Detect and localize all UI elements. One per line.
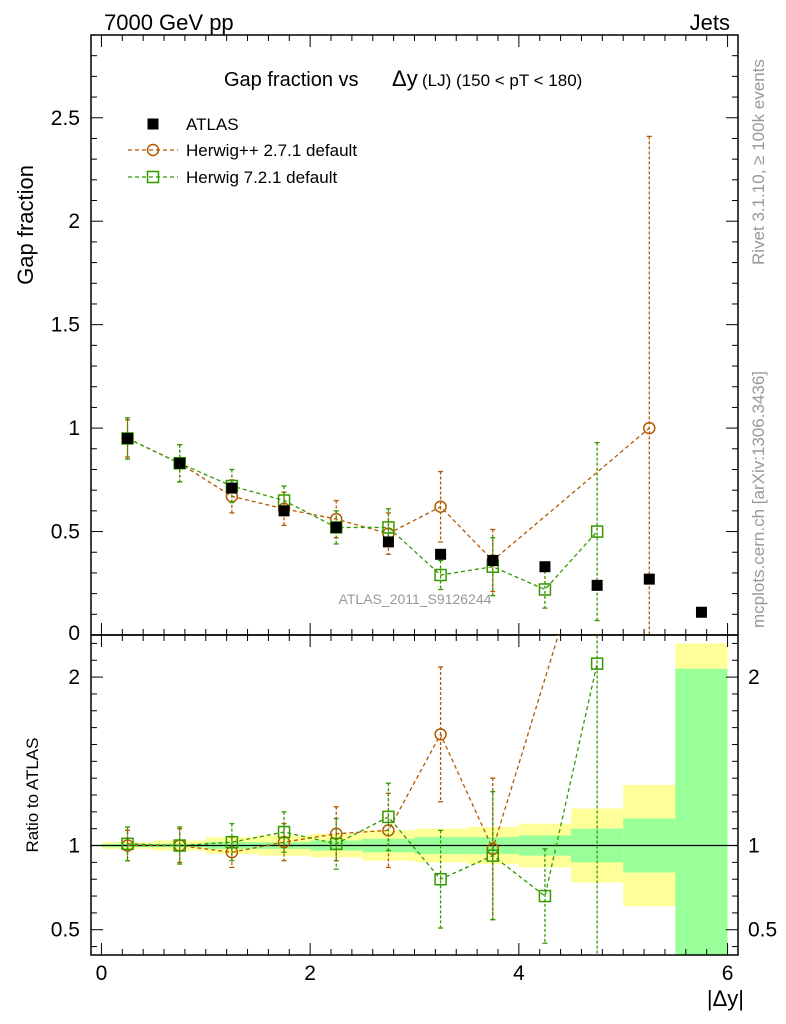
main-panel: 0.5 1 1.5 2 2.5 0 ATLAS Herwig++ 2.7.1 default H… — [51, 34, 739, 645]
ratio-y-tick-label-right: 1 — [748, 835, 760, 858]
ratio-data-point — [173, 839, 186, 852]
ratio-y-tick-label: 2 — [68, 666, 80, 689]
ratio-data-point — [121, 837, 134, 851]
main-data-point — [643, 573, 655, 585]
mcplots-label: mcplots.cern.ch [arXiv:1306.3436] — [749, 371, 768, 628]
main-series-line — [127, 437, 598, 591]
chart-title: Gap fraction vs Δy (LJ) (150 < pT < 180) — [224, 66, 582, 91]
y-tick-label: 1.5 — [51, 314, 80, 337]
main-data-point — [330, 521, 342, 533]
main-data-point — [643, 421, 656, 435]
legend-label: ATLAS — [186, 115, 239, 134]
chart-title-main: Gap fraction vs — [224, 69, 359, 91]
labels: 7000 GeV pp Jets Rivet 3.1.10, ≥ 100k ev… — [13, 10, 768, 1011]
main-data-point — [278, 505, 290, 517]
y-tick-label: 0.5 — [51, 521, 80, 544]
y-tick-label: 2.5 — [51, 107, 80, 130]
category-label: Jets — [690, 10, 730, 35]
ratio-data-point — [225, 835, 239, 849]
ratio-data-point — [486, 849, 500, 862]
main-data-point — [591, 579, 603, 591]
main-data-point — [435, 548, 447, 560]
main-series-line — [127, 427, 650, 562]
ratio-y-axis-label: Ratio to ATLAS — [23, 738, 42, 853]
main-data-point — [539, 561, 551, 573]
stat-uncertainty-band — [675, 668, 728, 955]
x-tick-label: 6 — [722, 962, 734, 985]
ratio-y-tick-label-right: 2 — [748, 666, 760, 689]
ratio-data-point — [329, 837, 343, 851]
ratio-data-point — [382, 810, 395, 824]
ratio-data-point — [225, 846, 239, 859]
analysis-watermark: ATLAS_2011_S9126244 — [339, 591, 492, 607]
legend-marker — [147, 118, 159, 130]
y-axis-label: Gap fraction — [13, 165, 38, 285]
main-data-point — [434, 500, 447, 513]
ratio-series-line — [127, 663, 598, 898]
energy-label: 7000 GeV pp — [104, 10, 234, 35]
legend-label: Herwig++ 2.7.1 default — [186, 141, 357, 160]
y-tick-label: 2 — [68, 210, 80, 233]
main-data-point — [382, 536, 394, 548]
x-tick-label: 0 — [96, 962, 108, 985]
ratio-data-point — [434, 872, 447, 886]
main-data-point — [382, 521, 395, 534]
x-tick-label: 2 — [304, 962, 316, 985]
main-data-point — [590, 525, 604, 538]
main-data-point — [538, 583, 552, 596]
ratio-y-tick-label: 1 — [68, 835, 80, 858]
main-data-point — [122, 432, 134, 444]
ratio-panel: 0 2 4 6 0.5 0.5 1 1 2 2 — [51, 634, 777, 985]
x-axis-label: |Δy| — [707, 986, 744, 1011]
main-data-point — [174, 457, 186, 469]
ratio-series-line — [127, 635, 560, 853]
ratio-data-point — [538, 889, 552, 903]
ratio-data-point — [590, 657, 604, 670]
rivet-version-label: Rivet 3.1.10, ≥ 100k events — [749, 59, 768, 265]
legend-marker — [146, 143, 160, 157]
main-data-point — [226, 482, 238, 494]
ratio-y-tick-label: 0.5 — [51, 919, 80, 942]
legend-label: Herwig 7.2.1 default — [186, 168, 337, 187]
main-data-point — [487, 555, 499, 567]
ratio-data-point — [277, 825, 291, 839]
y-tick-label-zero: 0 — [68, 622, 80, 645]
x-tick-label: 4 — [513, 962, 525, 985]
chart-title-suffix: (LJ) (150 < pT < 180) — [422, 71, 582, 90]
main-data-point — [434, 568, 447, 582]
legend: ATLAS Herwig++ 2.7.1 default Herwig 7.2.1 … — [128, 115, 357, 187]
legend-marker — [146, 170, 160, 184]
ratio-data — [121, 635, 604, 955]
ratio-data-point — [434, 728, 447, 741]
y-tick-label: 1 — [68, 417, 80, 440]
ratio-y-tick-label-right: 0.5 — [748, 919, 777, 942]
main-data-point — [695, 606, 707, 618]
main-data — [121, 135, 707, 635]
chart-title-variable: Δy — [392, 66, 418, 91]
